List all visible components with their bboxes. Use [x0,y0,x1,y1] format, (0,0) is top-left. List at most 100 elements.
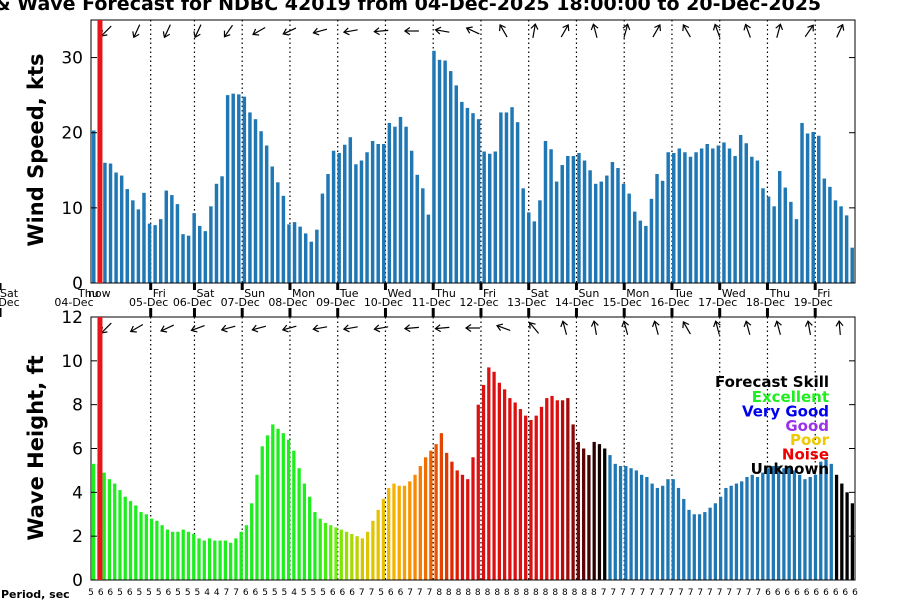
wind-bar [538,200,542,283]
wave-bar [555,400,559,580]
wind-bar [504,112,509,284]
wind-bar [850,247,854,283]
wind-bar [276,182,280,283]
wave-bar [587,455,591,580]
wind-bar [131,200,135,283]
wind-bar [571,156,576,283]
wave-bar [192,533,196,580]
wave-bar [360,538,364,580]
wind-bar [270,166,274,283]
wind-direction-arrow [590,23,599,38]
wind-bar [214,183,219,283]
wind-bar [108,163,113,283]
wave-bar [176,531,180,580]
wind-direction-arrow [836,23,845,38]
wind-bar [566,156,570,283]
period-value: 6 [398,588,404,598]
wind-bar [192,213,196,283]
period-value: 7 [736,588,742,598]
wave-bar [408,481,412,581]
wind-bar [672,153,676,283]
wave-bar [734,483,739,580]
wind-bar [716,145,721,283]
wave-bar [708,507,712,580]
wind-bar [170,195,174,283]
wind-direction-arrow [465,26,480,35]
wave-direction-arrow [129,323,144,333]
period-value: 5 [146,588,152,598]
period-value: 6 [127,588,133,598]
wave-bar [608,455,612,580]
wave-bar [102,472,106,580]
day-of-week-label: Sat [531,287,550,300]
wind-bar [577,153,581,283]
day-of-week-label: Sun [578,287,599,300]
wave-y-axis: 0 2 4 6 8 10 12 [61,308,855,591]
wind-bar [627,193,631,283]
wind-panel: 0 10 20 30 Wind Speed, kts [24,19,856,294]
period-value: 5 [262,588,268,598]
period-value: 5 [195,588,201,598]
wave-bar [186,531,191,580]
legend-entry: Excellent [752,388,829,406]
period-value: 5 [88,588,94,598]
wind-direction-arrow [373,27,389,36]
date-label: 11-Dec [412,296,451,309]
wave-bar [392,483,396,580]
wave-bar [787,466,791,580]
wind-bar [666,152,670,283]
wave-direction-arrow [682,321,691,335]
wind-bar [499,112,503,284]
wave-bar [339,529,343,580]
wave-bar [697,514,702,580]
wave-direction-arrow [590,320,599,335]
day-of-week-label: Fri [817,287,830,300]
wind-bar [794,219,799,283]
wind-direction-arrow [193,24,202,39]
date-label: 20-Dec [0,296,20,309]
wave-bar [755,476,760,580]
day-of-week-label: Fri [153,287,166,300]
wind-bar [181,234,185,283]
wave-bar [840,483,844,580]
period-value: 6 [794,588,800,598]
wave-bar [729,485,733,580]
wind-bar [476,119,481,283]
wave-bar [513,402,517,580]
period-value: 7 [717,588,723,598]
wave-bar [308,496,312,580]
wind-bar [259,131,263,283]
wind-bar [326,174,330,283]
wave-bar [834,474,839,580]
wave-bar [202,540,206,580]
period-value: 8 [581,588,587,598]
date-label: 09-Dec [316,296,355,309]
wind-bar [822,178,827,283]
wave-bar [228,542,233,580]
wind-bar [488,153,492,283]
period-value: 5 [378,588,384,598]
day-of-week-label: Sun [244,287,265,300]
wave-bar [418,466,422,580]
period-value: 7 [224,588,230,598]
wind-ytick-label: 30 [61,49,83,69]
wind-bars [92,50,854,284]
wave-bar [634,470,638,580]
wind-bar [287,224,291,283]
wind-bar [621,183,626,283]
wave-bar [803,479,807,580]
wind-bar [605,175,609,283]
wave-bar [719,496,723,580]
period-value: 8 [514,588,520,598]
wave-bar [571,424,575,580]
wave-bar [387,487,391,580]
wave-direction-arrow [560,320,568,335]
wave-bar [518,409,523,580]
date-label: 08-Dec [268,296,307,309]
wind-bar [711,148,715,283]
date-label: 15-Dec [603,296,642,309]
wind-bar [136,209,141,283]
wave-bar [624,466,628,580]
wind-direction-arrow [743,23,751,38]
